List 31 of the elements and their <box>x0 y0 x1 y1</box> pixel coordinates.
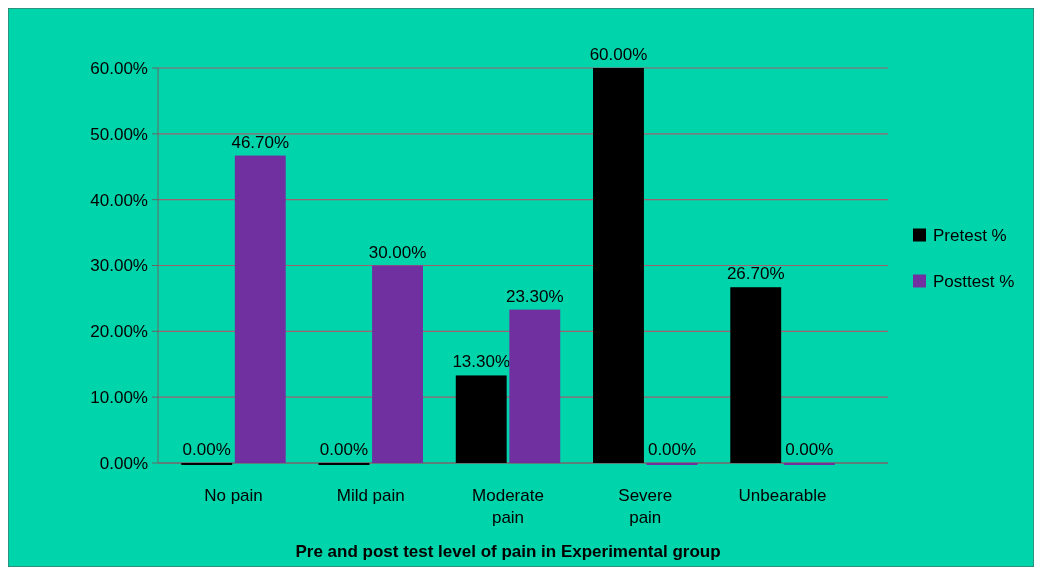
y-tick-label: 60.00% <box>90 58 148 78</box>
x-tick-label: No pain <box>204 486 263 505</box>
data-label: 0.00% <box>319 440 369 459</box>
bar <box>593 68 644 463</box>
y-tick-label: 0.00% <box>99 453 148 473</box>
bar <box>455 375 507 463</box>
data-label: 26.70% <box>726 264 785 284</box>
x-tick-label: Mild pain <box>336 486 405 505</box>
data-label: 30.00% <box>368 242 427 262</box>
bar <box>509 309 561 463</box>
x-tick-label: Severe pain <box>618 486 673 527</box>
data-label: 60.00% <box>589 45 648 64</box>
data-label: 23.30% <box>505 286 564 306</box>
y-tick-label: 30.00% <box>90 256 148 276</box>
y-tick-label: 20.00% <box>90 322 148 342</box>
legend-label: Posttest % <box>933 272 1015 292</box>
bar <box>234 155 286 463</box>
data-label: 13.30% <box>452 352 511 372</box>
data-label: 0.00% <box>785 440 834 459</box>
data-label: 0.00% <box>182 440 231 459</box>
legend-label: Pretest % <box>933 226 1007 246</box>
bar <box>372 265 423 463</box>
y-tick-label: 10.00% <box>90 388 148 408</box>
x-tick-label: Moderate pain <box>472 486 544 527</box>
y-tick-label: 50.00% <box>90 124 148 144</box>
y-tick-label: 40.00% <box>90 190 148 210</box>
x-axis-title: Pre and post test level of pain in Experimental group <box>295 542 721 561</box>
data-label: 46.70% <box>231 132 290 152</box>
x-tick-label: Unbearable <box>738 486 827 505</box>
bar <box>730 287 782 463</box>
data-label: 0.00% <box>647 440 697 459</box>
